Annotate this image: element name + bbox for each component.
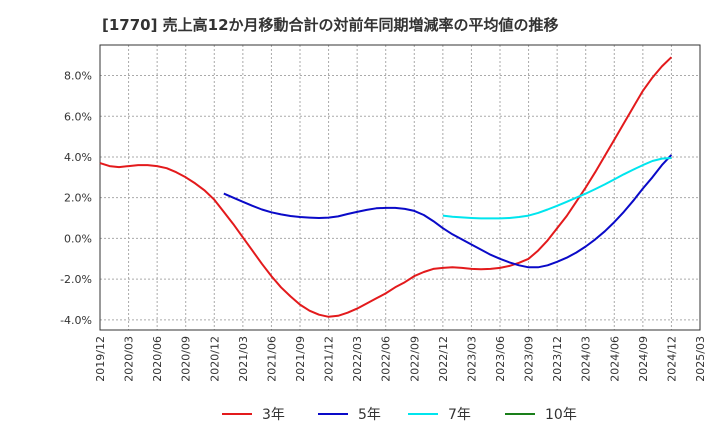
y-tick-label: -2.0% xyxy=(60,273,92,286)
x-tick-label: 2022/03 xyxy=(351,336,364,382)
x-tick-label: 2019/12 xyxy=(94,336,107,382)
x-tick-label: 2020/03 xyxy=(123,336,136,382)
x-tick-label: 2023/12 xyxy=(551,336,564,382)
series-line-0 xyxy=(99,56,673,318)
x-tick-label: 2023/09 xyxy=(523,336,536,382)
plot-border xyxy=(99,44,701,331)
chart-title: [1770] 売上高12か月移動合計の対前年同期増減率の平均値の推移 xyxy=(102,16,559,34)
x-tick-label: 2021/12 xyxy=(323,336,336,382)
x-tick-label: 2021/03 xyxy=(237,336,250,382)
x-tick-label: 2022/09 xyxy=(408,336,421,382)
legend-label-0: 3年 xyxy=(262,407,285,423)
x-tick-label: 2020/06 xyxy=(151,336,164,382)
plot-frame xyxy=(99,44,701,331)
x-tick-label: 2023/03 xyxy=(465,336,478,382)
x-tick-label: 2020/12 xyxy=(208,336,221,382)
x-tick-label: 2024/09 xyxy=(637,336,650,382)
series-line-2 xyxy=(442,157,672,220)
x-tick-label: 2021/09 xyxy=(294,336,307,382)
x-tick-label: 2025/03 xyxy=(694,336,707,382)
x-tick-label: 2024/06 xyxy=(608,336,621,382)
x-tick-label: 2023/06 xyxy=(494,336,507,382)
legend-label-1: 5年 xyxy=(358,407,381,423)
y-tick-label: 8.0% xyxy=(64,70,92,83)
x-tick-label: 2022/12 xyxy=(437,336,450,382)
y-tick-label: 4.0% xyxy=(64,151,92,164)
y-tick-label: 0.0% xyxy=(64,232,92,245)
x-tick-label: 2020/09 xyxy=(180,336,193,382)
x-tick-label: 2024/12 xyxy=(665,336,678,382)
series-line-1 xyxy=(223,154,673,269)
legend-label-2: 7年 xyxy=(448,407,471,423)
y-tick-label: 6.0% xyxy=(64,110,92,123)
x-tick-label: 2021/06 xyxy=(265,336,278,382)
y-tick-label: 2.0% xyxy=(64,192,92,205)
x-tick-label: 2022/06 xyxy=(380,336,393,382)
legend: 3年 5年 7年 10年 xyxy=(222,407,577,423)
legend-label-3: 10年 xyxy=(545,407,577,423)
y-tick-label: -4.0% xyxy=(60,314,92,327)
plot-area: -4.0% -2.0% 0.0% 2.0% 4.0% 6.0% 8.0% 2019/12 202… xyxy=(60,44,707,382)
x-tick-label: 2024/03 xyxy=(580,336,593,382)
